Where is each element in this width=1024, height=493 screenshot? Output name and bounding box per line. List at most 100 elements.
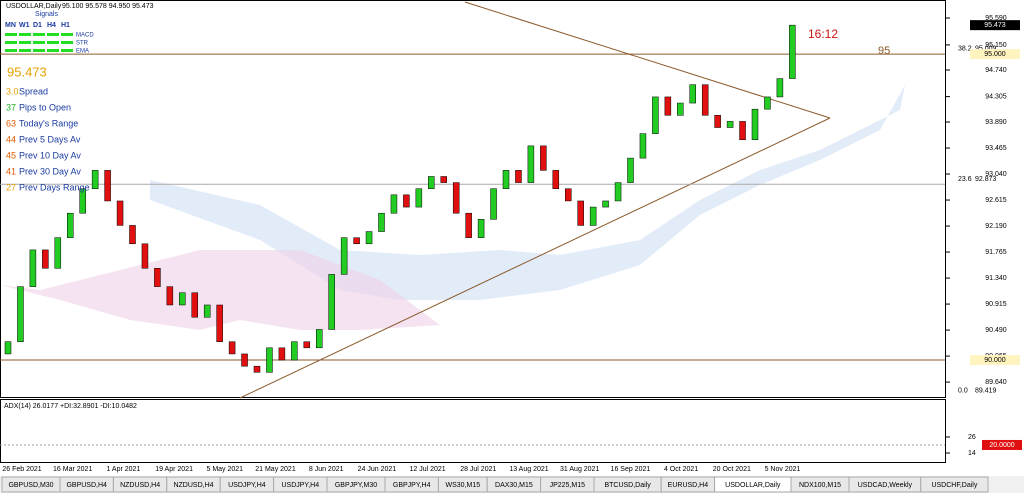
fib-level: 0.0	[958, 387, 968, 394]
candle	[789, 24, 796, 79]
tab-label[interactable]: USDJPY,H4	[281, 482, 319, 489]
candle	[614, 182, 622, 202]
candle	[390, 194, 398, 214]
stat-value: 44	[6, 134, 16, 144]
candle	[67, 212, 74, 238]
candle	[129, 225, 136, 245]
price-tick-label: 90.490	[985, 327, 1007, 334]
candle	[739, 121, 746, 141]
trend-line	[239, 117, 831, 399]
tab-label[interactable]: NZDUSD,H4	[120, 482, 160, 489]
signals-title: Signals	[35, 11, 58, 18]
stat-label: Prev 10 Day Av	[19, 150, 81, 160]
candle	[403, 194, 410, 208]
tab-label[interactable]: NDX100,M15	[799, 482, 841, 489]
signal-cell	[33, 33, 45, 36]
tab-label[interactable]: DAX30,M15	[495, 482, 533, 489]
tab-label[interactable]: USDCAD,Weekly	[858, 482, 913, 489]
level-label: 95	[878, 45, 890, 57]
date-label: 21 May 2021	[255, 466, 296, 473]
candle	[602, 200, 609, 208]
date-label: 4 Oct 2021	[664, 466, 698, 473]
candle	[465, 212, 472, 238]
tab-label[interactable]: GBPUSD,M30	[8, 482, 53, 489]
price-tick-label: 95.590	[985, 15, 1007, 22]
stat-value: 41	[6, 166, 16, 176]
fib-price: 89.419	[975, 387, 997, 394]
candle	[316, 329, 323, 349]
tab-label[interactable]: WS30,M15	[445, 482, 480, 489]
candle	[577, 200, 584, 226]
stat-label: Pips to Open	[19, 102, 71, 112]
tab-label[interactable]: GBPJPY,H4	[393, 482, 431, 489]
candle	[552, 170, 560, 189]
candle	[415, 188, 423, 208]
candle	[179, 292, 186, 306]
date-label: 16 Sep 2021	[611, 466, 651, 473]
price-tick-label: 89.640	[985, 379, 1007, 386]
candle	[751, 108, 759, 141]
timeframe: H4	[47, 22, 56, 29]
adx-tick-label: 14	[968, 450, 976, 457]
date-label: 19 Apr 2021	[155, 466, 193, 473]
price-box-label: 95.473	[984, 22, 1006, 29]
stat-label: Prev 5 Days Av	[19, 134, 81, 144]
candle	[42, 249, 49, 269]
adx-label: ADX(14) 26.0177 +DI:32.8901 -DI:10.0482	[4, 403, 137, 410]
adx-level-box	[982, 439, 1022, 450]
candle	[253, 365, 261, 373]
candle	[701, 84, 709, 116]
stat-label: Spread	[19, 86, 48, 96]
signal-cell	[33, 41, 45, 44]
tab-label[interactable]: USDJPY,H4	[228, 482, 266, 489]
price-tick-label: 93.465	[985, 145, 1007, 152]
signal-cell	[61, 49, 73, 52]
candle	[79, 188, 86, 214]
candle	[540, 145, 547, 171]
tab-label[interactable]: NZDUSD,H4	[173, 482, 213, 489]
timeframe: H1	[61, 22, 70, 29]
candle	[378, 212, 385, 232]
tab-label[interactable]: BTCUSD,Daily	[604, 482, 651, 489]
stat-label: Today's Range	[19, 118, 78, 128]
stat-value: 63	[6, 118, 16, 128]
price-tick-label: 91.340	[985, 275, 1007, 282]
tab-label[interactable]: GBPUSD,H4	[66, 482, 107, 489]
fib-price: 92.873	[975, 176, 997, 183]
candle	[191, 292, 198, 318]
signal-cell	[5, 41, 17, 44]
candle	[303, 341, 311, 349]
date-label: 13 Aug 2021	[509, 466, 548, 473]
indicator-panel	[0, 399, 946, 463]
tab[interactable]	[920, 476, 989, 493]
tab-label[interactable]: JP225,M15	[550, 482, 586, 489]
fib-level: 23.6	[958, 176, 972, 183]
price-box	[970, 49, 1020, 60]
tab-label[interactable]: USDOLLAR,Daily	[725, 482, 781, 489]
price-tick-label: 90.915	[985, 301, 1007, 308]
price-box	[970, 20, 1020, 31]
signal-cell	[61, 41, 73, 44]
candle	[776, 78, 784, 98]
tab-label[interactable]: GBPJPY,M30	[335, 482, 377, 489]
date-label: 28 Jul 2021	[460, 466, 496, 473]
candle	[228, 341, 236, 355]
adx-tick-label: 26	[968, 434, 976, 441]
candle	[428, 176, 435, 189]
signal-cell	[5, 49, 17, 52]
main-panel	[0, 0, 946, 398]
tab-label[interactable]: EURUSD,H4	[668, 482, 709, 489]
date-label: 12 Jul 2021	[409, 466, 445, 473]
candle	[677, 102, 684, 116]
indicator-name: MACD	[76, 33, 94, 39]
candle	[166, 286, 174, 306]
candle	[278, 347, 286, 361]
candle	[353, 237, 360, 245]
tab-label[interactable]: USDCHF,Daily	[931, 482, 977, 489]
signal-cell	[47, 49, 59, 52]
price-tick-label: 93.040	[985, 171, 1007, 178]
symbol: USDOLLAR,Daily	[6, 3, 62, 10]
candle	[266, 347, 273, 373]
price-tick-label: 94.305	[985, 93, 1007, 100]
stat-value: 45	[6, 150, 16, 160]
